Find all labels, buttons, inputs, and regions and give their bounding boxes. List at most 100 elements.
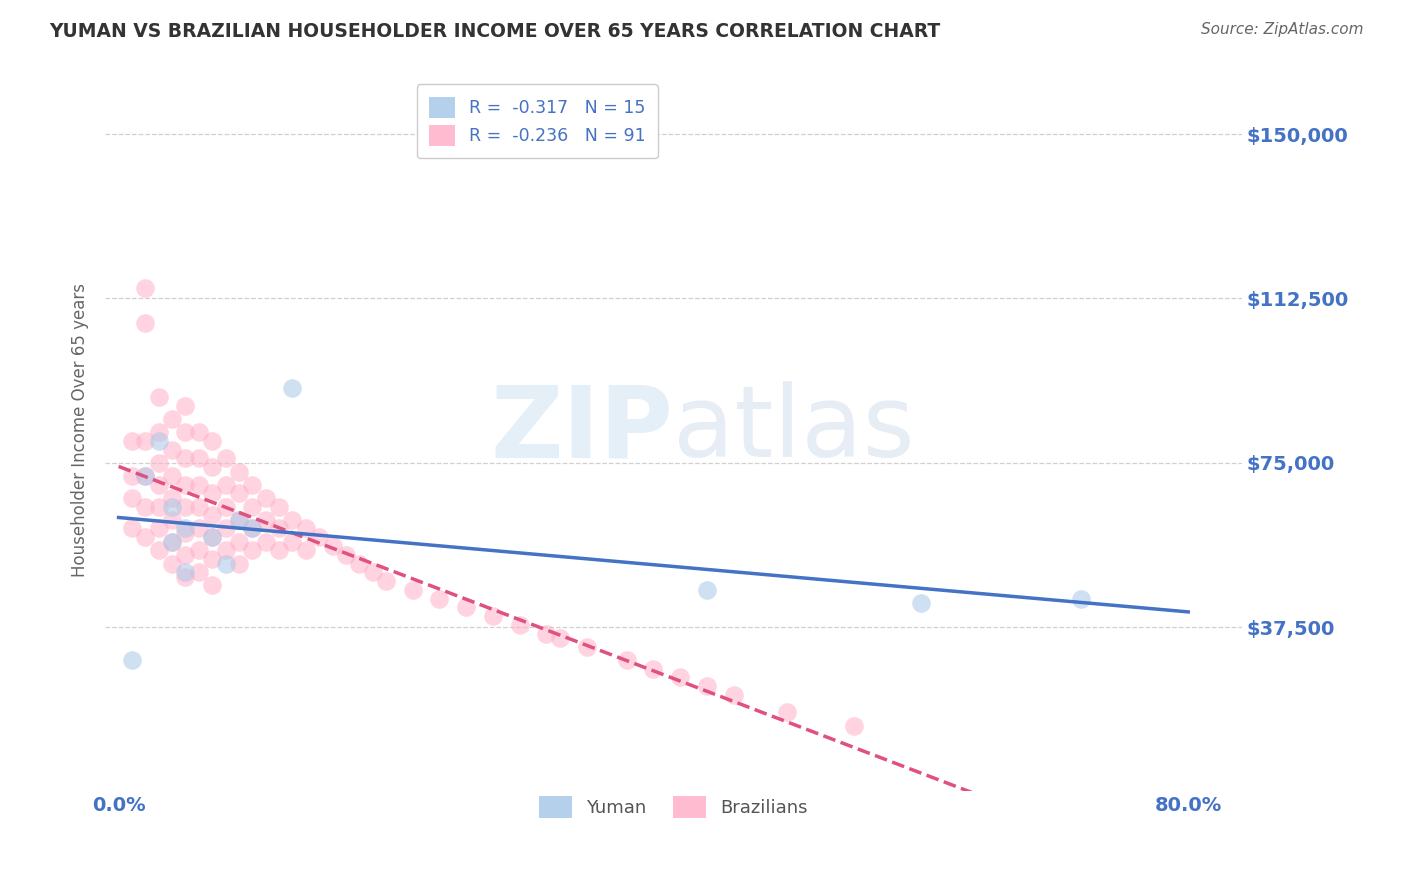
Point bbox=[281, 513, 304, 527]
Point bbox=[201, 552, 224, 566]
Point bbox=[240, 521, 263, 535]
Point bbox=[429, 591, 451, 606]
Text: Source: ZipAtlas.com: Source: ZipAtlas.com bbox=[1201, 22, 1364, 37]
Point bbox=[321, 539, 343, 553]
Point bbox=[1070, 591, 1092, 606]
Point bbox=[160, 412, 183, 426]
Text: atlas: atlas bbox=[673, 382, 915, 478]
Point bbox=[228, 557, 250, 571]
Point bbox=[267, 500, 290, 514]
Point bbox=[201, 460, 224, 475]
Point bbox=[696, 679, 718, 693]
Point bbox=[187, 500, 209, 514]
Point bbox=[174, 500, 197, 514]
Point bbox=[134, 434, 156, 448]
Point bbox=[201, 508, 224, 523]
Point bbox=[228, 513, 250, 527]
Point bbox=[121, 469, 143, 483]
Point bbox=[456, 600, 478, 615]
Point bbox=[121, 491, 143, 505]
Point bbox=[669, 670, 692, 684]
Point bbox=[134, 500, 156, 514]
Point bbox=[160, 513, 183, 527]
Point bbox=[160, 491, 183, 505]
Point bbox=[148, 521, 170, 535]
Point bbox=[148, 456, 170, 470]
Point bbox=[187, 451, 209, 466]
Point bbox=[201, 530, 224, 544]
Point bbox=[134, 469, 156, 483]
Point bbox=[228, 486, 250, 500]
Legend: Yuman, Brazilians: Yuman, Brazilians bbox=[531, 789, 815, 826]
Point bbox=[228, 534, 250, 549]
Point bbox=[160, 557, 183, 571]
Point bbox=[254, 491, 277, 505]
Point bbox=[335, 548, 357, 562]
Point bbox=[281, 381, 304, 395]
Text: YUMAN VS BRAZILIAN HOUSEHOLDER INCOME OVER 65 YEARS CORRELATION CHART: YUMAN VS BRAZILIAN HOUSEHOLDER INCOME OV… bbox=[49, 22, 941, 41]
Point bbox=[174, 569, 197, 583]
Point bbox=[174, 451, 197, 466]
Point bbox=[482, 609, 505, 624]
Point bbox=[174, 566, 197, 580]
Point bbox=[842, 718, 865, 732]
Point bbox=[696, 582, 718, 597]
Point bbox=[148, 390, 170, 404]
Point bbox=[254, 513, 277, 527]
Point bbox=[375, 574, 398, 588]
Point bbox=[723, 688, 745, 702]
Point bbox=[402, 582, 425, 597]
Point bbox=[201, 578, 224, 592]
Point bbox=[349, 557, 371, 571]
Y-axis label: Householder Income Over 65 years: Householder Income Over 65 years bbox=[72, 283, 89, 577]
Point bbox=[228, 513, 250, 527]
Point bbox=[187, 477, 209, 491]
Point bbox=[254, 534, 277, 549]
Point bbox=[294, 543, 316, 558]
Point bbox=[240, 477, 263, 491]
Point bbox=[616, 653, 638, 667]
Point bbox=[201, 486, 224, 500]
Point bbox=[174, 399, 197, 413]
Point bbox=[160, 534, 183, 549]
Point bbox=[267, 521, 290, 535]
Point bbox=[187, 543, 209, 558]
Point bbox=[643, 662, 665, 676]
Point bbox=[134, 530, 156, 544]
Point bbox=[548, 631, 571, 645]
Point bbox=[267, 543, 290, 558]
Point bbox=[281, 534, 304, 549]
Text: ZIP: ZIP bbox=[491, 382, 673, 478]
Point bbox=[134, 316, 156, 330]
Point bbox=[187, 425, 209, 439]
Point bbox=[201, 530, 224, 544]
Point bbox=[121, 521, 143, 535]
Point bbox=[910, 596, 932, 610]
Point bbox=[308, 530, 330, 544]
Point bbox=[214, 543, 236, 558]
Point bbox=[134, 469, 156, 483]
Point bbox=[536, 626, 558, 640]
Point bbox=[121, 653, 143, 667]
Point bbox=[214, 557, 236, 571]
Point bbox=[148, 434, 170, 448]
Point bbox=[160, 534, 183, 549]
Point bbox=[240, 543, 263, 558]
Point bbox=[776, 706, 799, 720]
Point bbox=[174, 477, 197, 491]
Point bbox=[160, 500, 183, 514]
Point bbox=[214, 477, 236, 491]
Point bbox=[361, 566, 384, 580]
Point bbox=[240, 521, 263, 535]
Point bbox=[294, 521, 316, 535]
Point bbox=[121, 434, 143, 448]
Point bbox=[174, 525, 197, 540]
Point bbox=[148, 425, 170, 439]
Point bbox=[187, 566, 209, 580]
Point bbox=[228, 465, 250, 479]
Point bbox=[174, 521, 197, 535]
Point bbox=[148, 543, 170, 558]
Point bbox=[214, 521, 236, 535]
Point bbox=[174, 548, 197, 562]
Point bbox=[187, 521, 209, 535]
